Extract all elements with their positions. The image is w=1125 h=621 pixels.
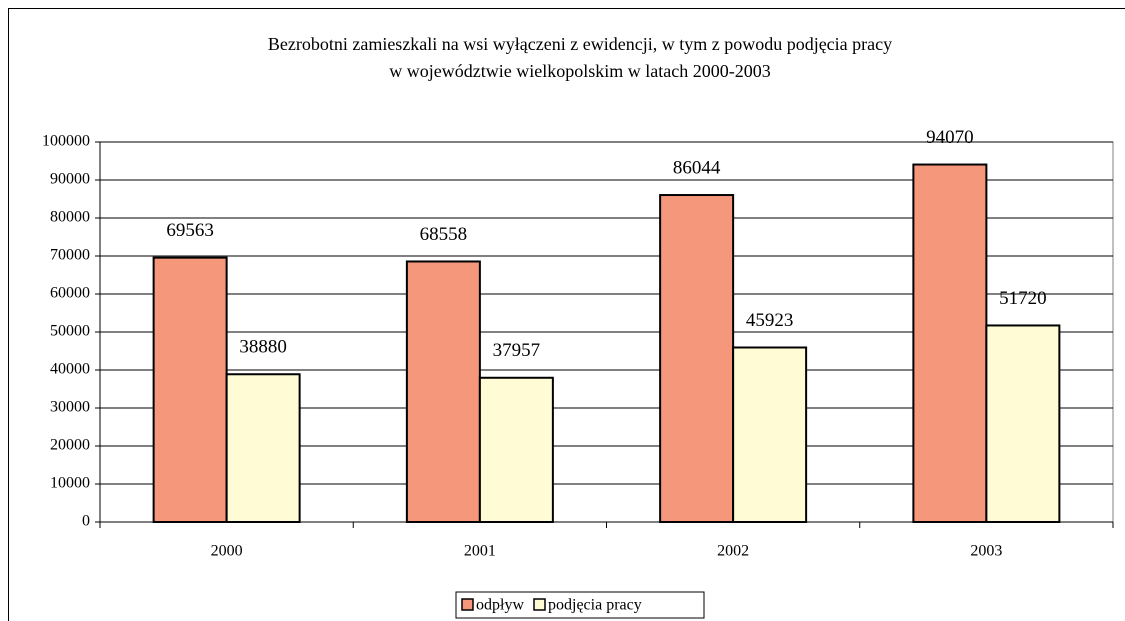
bar: [405, 260, 481, 523]
bar: [225, 373, 301, 524]
legend-swatch: [461, 598, 474, 611]
y-tick-label: 80000: [50, 209, 90, 226]
chart-title: w województwie wielkopolskim w latach 20…: [389, 61, 770, 81]
legend-swatch: [533, 598, 546, 611]
bar: [985, 324, 1061, 523]
y-tick-label: 100000: [42, 133, 90, 150]
legend-box: [455, 591, 705, 619]
bar: [659, 194, 735, 523]
y-tick-label: 50000: [50, 323, 90, 340]
data-label: 68558: [420, 224, 468, 245]
y-tick-label: 90000: [50, 171, 90, 188]
x-tick-label: 2001: [464, 543, 496, 560]
data-label: 51720: [999, 288, 1047, 309]
data-label: 37957: [493, 340, 541, 361]
y-tick-label: 0: [82, 513, 90, 530]
y-tick-label: 30000: [50, 399, 90, 416]
chart-title: Bezrobotni zamieszkali na wsi wyłączeni …: [268, 34, 892, 54]
legend-label: podjęcia pracy: [548, 597, 642, 614]
x-tick-label: 2003: [970, 543, 1002, 560]
y-tick-label: 70000: [50, 247, 90, 264]
data-label: 86044: [673, 157, 721, 178]
y-tick-label: 20000: [50, 437, 90, 454]
y-tick-label: 60000: [50, 285, 90, 302]
data-label: 69563: [166, 220, 214, 241]
y-tick-label: 10000: [50, 475, 90, 492]
data-label: 45923: [746, 310, 794, 331]
data-label: 38880: [239, 337, 287, 358]
bar: [478, 376, 554, 523]
x-tick-label: 2000: [211, 543, 243, 560]
legend-label: odpływ: [476, 597, 524, 614]
x-tick-label: 2002: [717, 543, 749, 560]
bar: [732, 346, 808, 524]
bar: [912, 163, 988, 523]
y-tick-label: 40000: [50, 361, 90, 378]
bar: [152, 256, 228, 523]
data-label: 94070: [926, 127, 974, 148]
